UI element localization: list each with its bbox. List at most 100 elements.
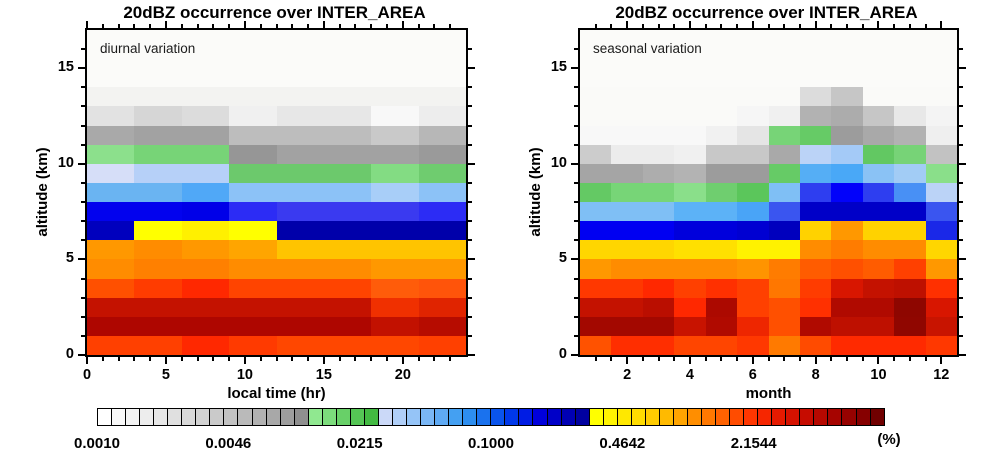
heatmap-cell	[229, 259, 278, 280]
heatmap-cell	[229, 68, 278, 88]
heatmap-cell	[323, 144, 372, 165]
heatmap-cell	[580, 182, 613, 203]
heatmap-cell	[229, 87, 278, 108]
bottom-axis-tick	[433, 357, 436, 361]
heatmap-cell	[87, 30, 135, 50]
heatmap-cell	[371, 240, 420, 260]
heatmap-cell	[862, 106, 895, 127]
heatmap-cell	[799, 106, 832, 127]
heatmap-cell	[705, 316, 738, 337]
right-axis-tick	[468, 48, 472, 51]
heatmap-cell	[925, 68, 957, 88]
heatmap-cell	[276, 316, 325, 337]
heatmap-cell	[181, 202, 230, 222]
colorbar-cell	[294, 409, 309, 425]
heatmap-cell	[831, 125, 864, 146]
heatmap-cell	[925, 278, 957, 299]
bottom-axis-tick	[767, 357, 770, 361]
heatmap-cell	[418, 163, 466, 184]
heatmap-cell	[831, 163, 864, 184]
left-panel-title: 20dBZ occurrence over INTER_AREA	[123, 3, 426, 22]
heatmap-cell	[799, 163, 832, 184]
heatmap-cell	[87, 297, 135, 318]
heatmap-cell	[87, 87, 135, 108]
heatmap-cell	[371, 125, 420, 146]
heatmap-cell	[862, 297, 895, 318]
y-tick-label: 5	[558, 250, 567, 267]
heatmap-cell	[705, 106, 738, 127]
heatmap-cell	[134, 335, 183, 355]
colorbar-cell	[716, 409, 731, 425]
top-axis-tick	[877, 21, 880, 28]
heatmap-cell	[705, 144, 738, 165]
heatmap-cell	[799, 87, 832, 108]
colorbar-cell	[182, 409, 197, 425]
heatmap-cell	[371, 182, 420, 203]
colorbar-cell	[687, 409, 703, 425]
bottom-axis-tick	[370, 357, 373, 361]
heatmap-cell	[323, 125, 372, 146]
top-axis-tick	[386, 24, 389, 28]
bottom-axis-tick	[830, 357, 833, 361]
colorbar-cell	[645, 409, 660, 425]
heatmap-cell	[894, 240, 927, 260]
heatmap-cell	[87, 316, 135, 337]
heatmap-cell	[894, 87, 927, 108]
heatmap-cell	[768, 87, 801, 108]
heatmap-cell	[894, 163, 927, 184]
heatmap-cell	[371, 49, 420, 69]
x-tick-label: 6	[748, 367, 757, 383]
top-axis-tick	[149, 24, 152, 28]
heatmap-cell	[737, 316, 770, 337]
heatmap-cell	[894, 316, 927, 337]
heatmap-cell	[831, 259, 864, 280]
heatmap-cell	[181, 182, 230, 203]
x-tick-label: 5	[161, 367, 170, 383]
heatmap-cell	[862, 163, 895, 184]
seasonal-heatmap-cells	[580, 30, 957, 355]
colorbar-cell	[463, 409, 478, 425]
bottom-axis-tick	[259, 357, 262, 361]
bottom-axis-tick	[924, 357, 927, 361]
colorbar-cell	[154, 409, 169, 425]
heatmap-cell	[418, 87, 466, 108]
bottom-axis-tick	[149, 357, 152, 361]
heatmap-cell	[181, 30, 230, 50]
colorbar-tick-label: 0.0046	[205, 435, 252, 452]
x-tick-label: 8	[811, 367, 820, 383]
bottom-axis-tick	[180, 357, 183, 361]
heatmap-cell	[134, 182, 183, 203]
heatmap-cell	[181, 240, 230, 260]
heatmap-cell	[276, 144, 325, 165]
heatmap-cell	[799, 240, 832, 260]
heatmap-cell	[276, 125, 325, 146]
top-axis-tick	[164, 21, 167, 28]
heatmap-cell	[134, 125, 183, 146]
heatmap-cell	[862, 335, 895, 355]
bottom-axis-tick	[641, 357, 644, 361]
right-axis-tick	[959, 105, 963, 108]
heatmap-cell	[611, 68, 644, 88]
heatmap-cell	[705, 335, 738, 355]
heatmap-cell	[371, 278, 420, 299]
heatmap-cell	[862, 240, 895, 260]
heatmap-cell	[276, 182, 325, 203]
heatmap-cell	[87, 49, 135, 69]
left-axis-tick	[81, 296, 85, 299]
right-axis-tick	[468, 143, 472, 146]
heatmap-cell	[831, 316, 864, 337]
right-axis-tick	[468, 354, 475, 356]
y-tick-label: 15	[550, 59, 567, 76]
top-axis-tick	[101, 24, 104, 28]
y-tick-label: 0	[558, 346, 567, 362]
heatmap-cell	[611, 240, 644, 260]
top-axis-tick	[180, 24, 183, 28]
x-tick-label: 2	[623, 367, 632, 383]
heatmap-cell	[799, 68, 832, 88]
heatmap-cell	[799, 278, 832, 299]
heatmap-cell	[229, 316, 278, 337]
left-axis-tick	[81, 277, 85, 280]
bottom-axis-tick	[228, 357, 231, 361]
heatmap-cell	[134, 163, 183, 184]
heatmap-cell	[799, 221, 832, 241]
